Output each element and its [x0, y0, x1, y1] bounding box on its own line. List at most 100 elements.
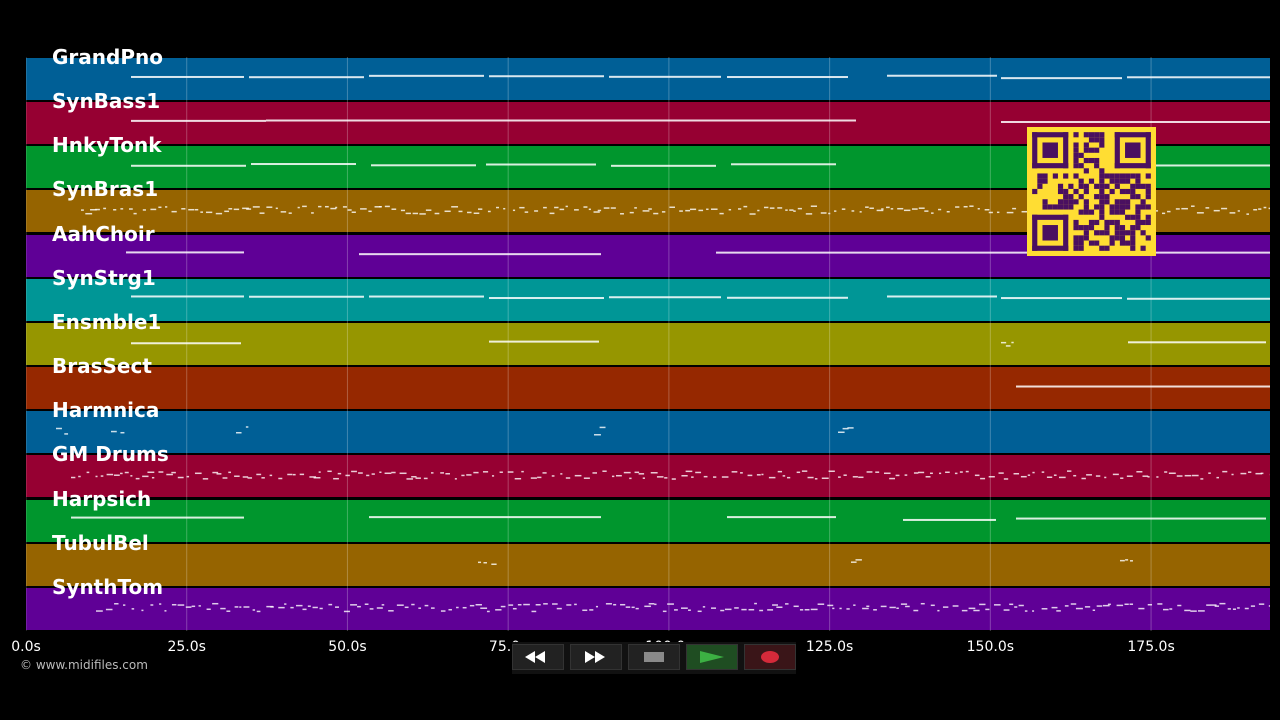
note-stroke	[938, 208, 942, 211]
note-stroke	[1237, 607, 1240, 609]
note-stroke	[996, 211, 1000, 214]
qr-module	[1135, 225, 1141, 231]
qr-module	[1125, 230, 1131, 236]
note-stroke	[1162, 608, 1169, 611]
qr-module	[1114, 230, 1120, 236]
note-stroke	[634, 207, 637, 209]
note-stroke	[777, 207, 783, 209]
note-stroke	[171, 603, 177, 606]
note-stroke	[194, 208, 199, 211]
note-stroke	[469, 604, 475, 607]
qr-module	[1073, 142, 1079, 148]
track-label: SynBras1	[52, 177, 159, 202]
record-button[interactable]	[744, 644, 796, 670]
note-stroke	[685, 209, 691, 212]
note-stroke	[810, 205, 818, 207]
qr-module	[1094, 183, 1100, 189]
note-stroke	[925, 476, 931, 478]
note-stroke	[1003, 478, 1009, 480]
note-stroke	[224, 210, 230, 213]
note-stroke	[713, 476, 717, 478]
note-stroke	[150, 604, 154, 606]
note-stroke	[1056, 610, 1061, 612]
qr-module	[1078, 240, 1084, 246]
note-stroke	[1075, 607, 1083, 610]
qr-module	[1119, 204, 1126, 210]
qr-module	[1037, 183, 1043, 189]
note-stroke	[1210, 604, 1217, 606]
note-stroke	[188, 208, 195, 211]
track-lane	[26, 543, 1270, 586]
note-stroke	[648, 208, 652, 210]
note-stroke	[78, 475, 81, 478]
note-stroke	[876, 209, 884, 212]
note-stroke	[1041, 471, 1045, 473]
note-stroke	[689, 208, 697, 211]
note-stroke	[1032, 471, 1035, 474]
qr-module	[1073, 219, 1079, 226]
track-lane	[26, 587, 1270, 630]
note-stroke	[1073, 474, 1077, 477]
note-stroke	[482, 471, 489, 473]
qr-module	[1104, 173, 1110, 179]
note-stroke	[252, 609, 256, 611]
track-lane	[26, 499, 1270, 542]
qr-module	[1094, 230, 1100, 236]
qr-module	[1032, 245, 1069, 251]
note-stroke	[388, 610, 394, 612]
note-stroke	[342, 206, 347, 208]
note-stroke	[275, 207, 278, 210]
note-stroke	[1175, 208, 1180, 210]
qr-module	[1073, 245, 1079, 251]
qr-module	[1125, 142, 1141, 158]
note-stroke	[381, 604, 385, 606]
qr-module	[1104, 225, 1110, 231]
note-stroke	[480, 607, 488, 609]
qr-module	[1083, 147, 1089, 153]
note-stroke	[1126, 475, 1133, 477]
track-label: GrandPno	[52, 45, 163, 69]
note-stroke	[574, 474, 582, 477]
note-stroke	[719, 212, 724, 215]
note-stroke	[697, 610, 702, 613]
fast-forward-button[interactable]	[570, 644, 622, 670]
note-stroke	[1253, 208, 1258, 211]
note-stroke	[602, 470, 607, 472]
note-stroke	[284, 603, 287, 605]
rewind-button[interactable]	[512, 644, 564, 670]
note-stroke	[886, 206, 890, 209]
qr-module	[1068, 199, 1074, 205]
qr-module	[1042, 199, 1048, 205]
qr-module	[1119, 173, 1126, 179]
note-stroke	[467, 211, 472, 214]
qr-module	[1109, 188, 1115, 195]
note-stroke	[609, 75, 721, 78]
qr-code[interactable]	[1027, 127, 1156, 256]
note-stroke	[297, 206, 300, 209]
note-stroke	[430, 607, 435, 609]
note-stroke	[884, 472, 891, 475]
qr-module	[1104, 219, 1110, 226]
qr-module	[1099, 245, 1105, 251]
note-stroke	[177, 476, 184, 479]
qr-module	[1130, 194, 1136, 200]
note-stroke	[1125, 559, 1129, 561]
note-stroke	[869, 207, 874, 210]
stop-button[interactable]	[628, 644, 680, 670]
note-stroke	[1128, 341, 1266, 344]
qr-module	[1042, 142, 1058, 158]
note-stroke	[288, 212, 292, 214]
note-stroke	[347, 209, 352, 211]
note-stroke	[357, 605, 361, 608]
play-button[interactable]	[686, 644, 738, 670]
qr-module	[1083, 188, 1089, 195]
note-stroke	[703, 475, 708, 478]
note-stroke	[1181, 207, 1188, 210]
note-stroke	[1124, 603, 1129, 606]
qr-module	[1130, 230, 1136, 236]
time-tick-label: 50.0s	[328, 639, 367, 655]
note-stroke	[955, 206, 960, 208]
qr-module	[1037, 173, 1043, 179]
note-stroke	[405, 212, 411, 215]
